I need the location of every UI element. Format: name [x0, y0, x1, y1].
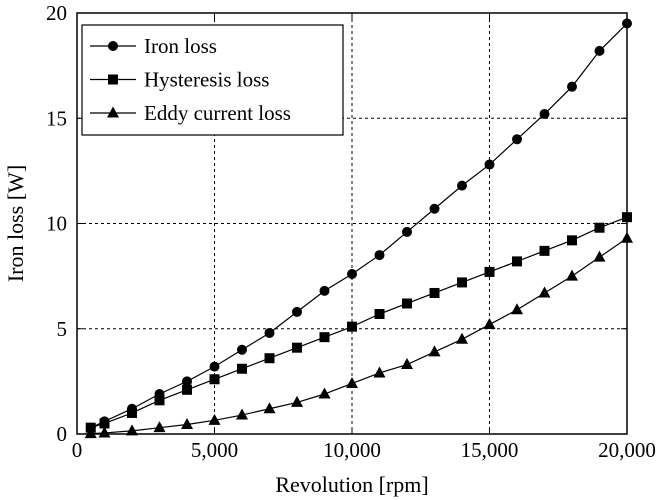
triangle-series-point: [538, 286, 551, 298]
circle-series-point: [512, 134, 522, 145]
square-series-point: [567, 235, 577, 246]
square-series-point: [99, 418, 110, 429]
circle-series-point: [484, 159, 495, 170]
square-series-point: [237, 363, 247, 374]
square-series-point: [429, 287, 440, 298]
x-tick-label: 15,000: [461, 438, 519, 462]
triangle-series: [84, 231, 633, 439]
triangle-series-point: [346, 376, 358, 388]
legend-triangle-icon: [107, 106, 119, 118]
triangle-series-point: [236, 408, 248, 420]
triangle-series-point: [566, 269, 578, 281]
square-series-point: [457, 277, 467, 288]
square-series-point: [374, 309, 385, 320]
triangle-series-point: [291, 395, 303, 407]
square-series-point: [127, 407, 137, 418]
circle-series-point: [347, 269, 357, 280]
square-series-point: [594, 222, 605, 233]
legend-label-triangle-series: Eddy current loss: [144, 101, 291, 125]
circle-series-point: [319, 285, 330, 296]
y-axis-title: Iron loss [W]: [3, 165, 28, 282]
square-series-point: [512, 256, 522, 267]
x-axis-title: Revolution [rpm]: [275, 472, 428, 497]
y-tick-label: 0: [57, 422, 68, 446]
triangle-series-point: [181, 418, 193, 430]
square-series-point: [622, 212, 632, 223]
square-series-point: [347, 321, 357, 332]
square-series-point: [182, 384, 192, 395]
square-series-point: [264, 353, 275, 364]
x-tick-label: 0: [72, 438, 83, 462]
square-series-point: [292, 342, 302, 353]
triangle-series-point: [483, 318, 496, 330]
y-tick-label: 20: [46, 1, 67, 25]
circle-series-point: [594, 45, 605, 56]
square-series: [85, 212, 632, 433]
circle-series-point: [237, 344, 247, 355]
triangle-series-point: [263, 402, 276, 414]
legend-item: Iron loss: [90, 34, 217, 58]
triangle-series-point: [153, 421, 166, 433]
triangle-series-point: [98, 426, 111, 438]
triangle-series-point: [373, 366, 386, 378]
circle-series-point: [622, 18, 632, 29]
circle-series-point: [292, 306, 302, 317]
y-tick-label: 10: [46, 212, 67, 236]
legend-label-circle-series: Iron loss: [144, 34, 217, 58]
square-series-point: [209, 374, 220, 385]
circle-series-point: [182, 376, 192, 387]
series-group: [84, 18, 633, 439]
triangle-series-line: [90, 237, 628, 435]
square-series-point: [319, 332, 330, 343]
legend-item: Hysteresis loss: [90, 68, 269, 92]
y-tick-label: 5: [57, 317, 68, 341]
legend: Iron loss Hysteresis loss Eddy current los…: [81, 24, 344, 136]
triangle-series-point: [318, 387, 331, 399]
triangle-series-point: [428, 345, 441, 357]
legend-square-icon: [108, 74, 118, 85]
circle-series-point: [567, 81, 577, 92]
circle-series-point: [539, 109, 550, 120]
circle-series-point: [209, 361, 220, 372]
axis-ticks: 0 5,000 10,000 15,000 20,000 0 5 10 15 20: [46, 1, 656, 462]
triangle-series-point: [401, 358, 413, 370]
triangle-series-point: [126, 424, 138, 436]
square-series-point: [484, 266, 495, 277]
square-series-point: [154, 395, 165, 406]
circle-series-point: [457, 180, 467, 191]
triangle-series-point: [208, 413, 221, 425]
x-tick-label: 20,000: [598, 438, 656, 462]
legend-label-square-series: Hysteresis loss: [144, 68, 269, 92]
triangle-series-point: [511, 303, 523, 315]
y-tick-label: 15: [46, 106, 67, 130]
legend-item: Eddy current loss: [90, 101, 291, 125]
x-tick-label: 10,000: [323, 438, 381, 462]
circle-series-point: [429, 203, 440, 214]
legend-circle-icon: [108, 41, 118, 51]
circle-series-point: [402, 226, 412, 237]
triangle-series-point: [84, 427, 97, 439]
x-tick-label: 5,000: [191, 438, 238, 462]
square-series-point: [539, 245, 550, 256]
circle-series-point: [374, 250, 385, 261]
circle-series-point: [264, 327, 275, 338]
triangle-series-point: [456, 332, 468, 344]
square-series-point: [402, 298, 412, 309]
triangle-series-point: [593, 250, 606, 262]
triangle-series-point: [621, 231, 633, 243]
